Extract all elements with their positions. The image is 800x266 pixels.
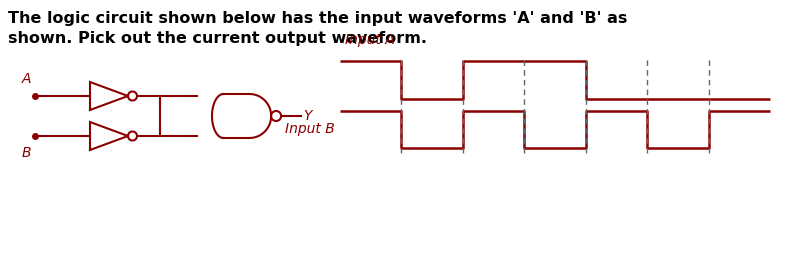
Text: Input B: Input B [286,123,335,136]
Text: B: B [22,146,31,160]
Text: The logic circuit shown below has the input waveforms 'A' and 'B' as
shown. Pick: The logic circuit shown below has the in… [8,11,627,46]
Circle shape [271,111,281,121]
Text: Y: Y [303,109,312,123]
Text: Input A: Input A [345,33,394,47]
Circle shape [128,92,137,101]
Circle shape [128,131,137,140]
Text: A: A [22,72,31,86]
